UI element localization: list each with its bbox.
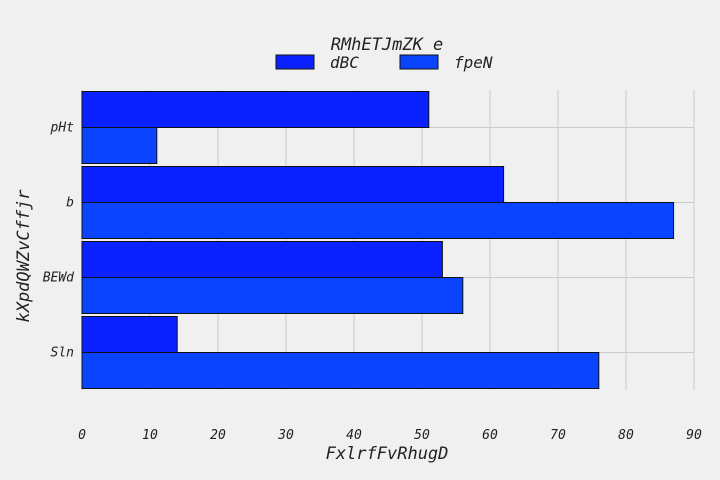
y-tick-label-Sln: Sln <box>51 346 74 361</box>
x-tick-label-9: 90 <box>686 428 702 443</box>
bar-dBC-Sln <box>81 316 178 353</box>
x-tick-label-7: 70 <box>550 428 566 443</box>
bar-fpeN-b <box>81 202 675 239</box>
x-tick-label-5: 50 <box>414 428 430 443</box>
legend-swatch-fpeN <box>399 54 439 70</box>
x-tick-label-2: 20 <box>210 428 226 443</box>
bar-fpeN-pHt <box>81 127 158 164</box>
x-axis-ticks: 0 10 20 30 40 50 60 70 80 90 <box>78 428 702 443</box>
x-tick-label-3: 30 <box>277 428 294 443</box>
legend-label-fpeN: fpeN <box>454 53 493 72</box>
x-tick-label-1: 10 <box>142 428 158 443</box>
y-axis-title: kXpdQWZvCffjr <box>14 189 34 323</box>
y-tick-label-pHt: pHt <box>50 121 75 136</box>
x-tick-label-4: 40 <box>346 428 362 443</box>
legend-label-dBC: dBC <box>330 53 359 72</box>
chart-title: RMhETJmZK e <box>331 35 444 55</box>
y-axis-ticks: pHt b BEWd Sln <box>43 121 74 361</box>
legend: dBC fpeN <box>275 53 493 72</box>
x-tick-label-0: 0 <box>78 428 86 443</box>
x-tick-label-6: 60 <box>482 428 498 443</box>
bars <box>81 91 675 389</box>
bar-fpeN-BEWd <box>81 277 464 314</box>
x-tick-label-8: 80 <box>618 428 634 443</box>
bar-fpeN-Sln <box>81 352 600 389</box>
bar-dBC-BEWd <box>81 241 443 278</box>
x-axis-title: FxlrfFvRhugD <box>326 444 449 464</box>
bar-dBC-pHt <box>81 91 430 128</box>
bar-dBC-b <box>81 166 505 203</box>
legend-swatch-dBC <box>275 54 315 70</box>
y-tick-label-b: b <box>66 196 74 211</box>
y-tick-label-BEWd: BEWd <box>43 271 74 286</box>
